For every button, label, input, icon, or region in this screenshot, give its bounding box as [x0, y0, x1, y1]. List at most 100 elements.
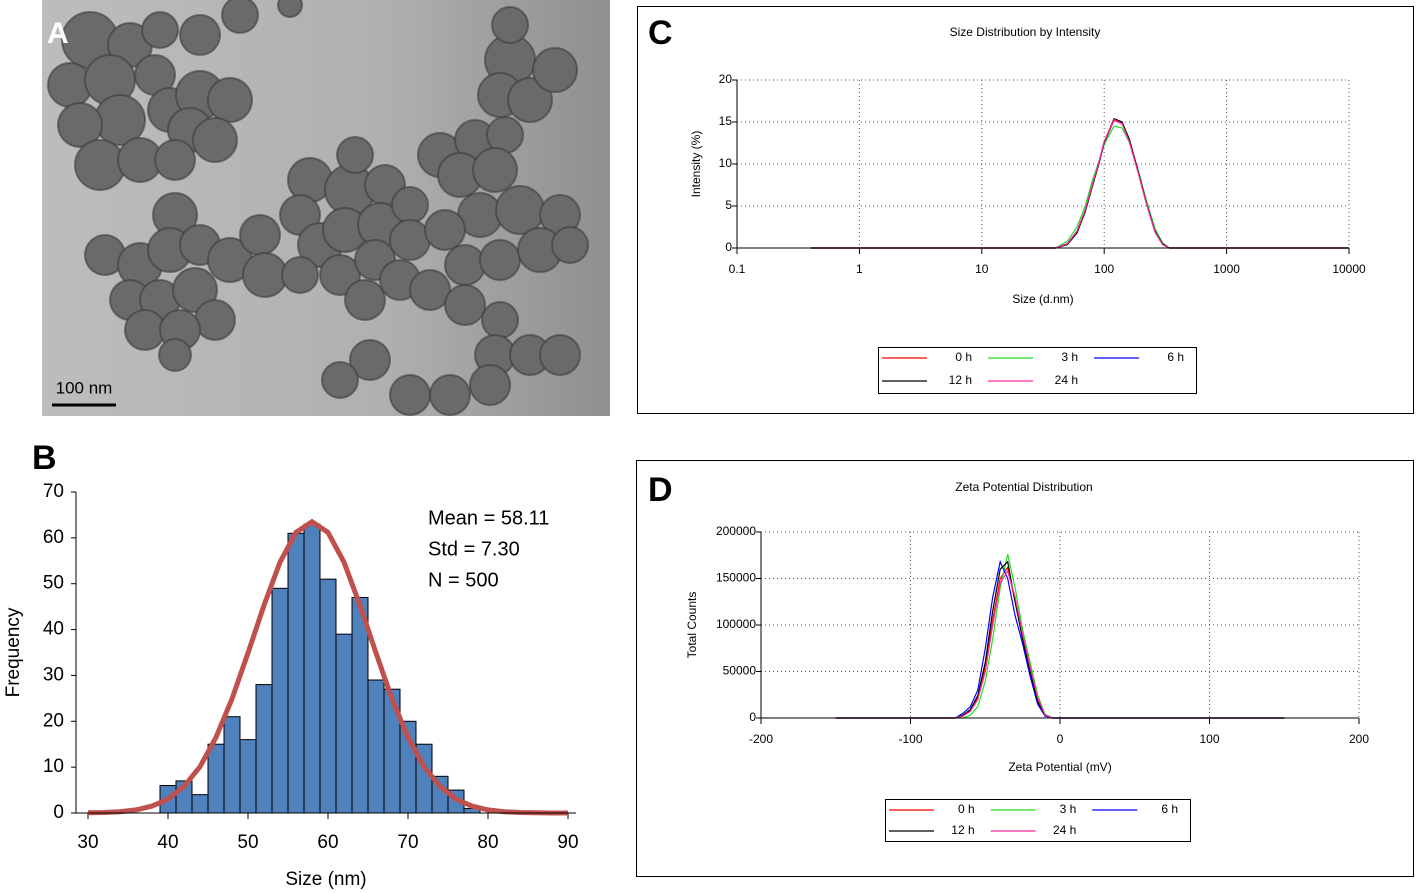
particle — [319, 254, 361, 296]
chart-title: Size Distribution by Intensity — [950, 25, 1101, 39]
particle — [239, 214, 281, 256]
legend-label: 3 h — [1061, 350, 1078, 364]
y-tick-label: 20 — [719, 72, 733, 86]
x-tick-label: 70 — [397, 832, 418, 853]
x-axis-label: Zeta Potential (mV) — [1008, 760, 1111, 774]
y-tick-label: 30 — [43, 664, 64, 685]
x-tick-label: 1 — [856, 262, 863, 276]
y-tick-label: 20 — [43, 710, 64, 731]
panel-frame — [637, 6, 1414, 414]
particle — [532, 47, 578, 93]
legend-label: 24 h — [1055, 373, 1078, 387]
particle — [158, 338, 192, 372]
bar — [367, 679, 385, 814]
y-axis-label: Total Counts — [685, 592, 699, 659]
y-tick-label: 50 — [43, 573, 64, 594]
particle — [57, 102, 103, 148]
x-tick-label: 1000 — [1213, 262, 1240, 276]
legend-label: 0 h — [955, 350, 972, 364]
bar — [239, 739, 257, 814]
x-tick-label: 0 — [1057, 732, 1064, 746]
y-tick-label: 40 — [43, 619, 64, 640]
particle — [391, 186, 429, 224]
x-tick-label: 90 — [557, 832, 578, 853]
particle — [141, 11, 179, 49]
x-tick-label: 60 — [317, 832, 338, 853]
series-line — [835, 560, 1285, 719]
bar — [335, 633, 353, 814]
particle — [551, 226, 589, 264]
legend-box — [878, 347, 1197, 394]
y-axis-label: Intensity (%) — [689, 131, 703, 198]
bar — [191, 794, 209, 814]
y-tick-label: 5 — [725, 198, 732, 212]
series-line — [835, 559, 1285, 719]
particle — [444, 284, 486, 326]
panel-label: C — [648, 14, 673, 52]
panel-label: D — [648, 471, 673, 509]
series-line — [810, 119, 1349, 249]
x-axis-label: Size (nm) — [285, 869, 366, 890]
particle — [336, 136, 374, 174]
x-tick-label: 80 — [477, 832, 498, 853]
bar — [255, 684, 273, 814]
series-line — [810, 118, 1349, 249]
y-tick-label: 100000 — [716, 617, 756, 631]
bar — [271, 587, 289, 814]
legend-label: 12 h — [949, 373, 972, 387]
particle — [539, 334, 581, 376]
particle — [192, 117, 238, 163]
bar — [287, 532, 305, 814]
particle — [389, 374, 431, 416]
particle — [74, 139, 126, 191]
particle — [221, 0, 259, 34]
y-tick-label: 0 — [53, 802, 64, 823]
x-tick-label: 200 — [1349, 732, 1369, 746]
y-tick-label: 15 — [719, 114, 733, 128]
scale-bar-label: 100 nm — [56, 378, 113, 397]
particle — [349, 339, 391, 381]
legend-label: 6 h — [1161, 802, 1178, 816]
y-tick-label: 0 — [749, 710, 756, 724]
chart-title: Zeta Potential Distribution — [955, 480, 1092, 494]
legend-box — [885, 799, 1191, 842]
particle — [207, 77, 253, 123]
tem-image — [42, 0, 610, 416]
panel-label: B — [32, 439, 57, 477]
particle — [194, 299, 236, 341]
panel-frame — [636, 460, 1414, 877]
y-tick-label: 10 — [43, 756, 64, 777]
y-tick-label: 10 — [719, 156, 733, 170]
x-tick-label: 0.1 — [729, 262, 746, 276]
particle — [179, 14, 221, 56]
annotation: Mean = 58.11 — [428, 507, 549, 529]
particle — [507, 77, 553, 123]
fit-curve — [87, 518, 568, 816]
particle — [424, 209, 466, 251]
bar — [319, 578, 337, 814]
bar — [207, 743, 225, 814]
x-tick-label: 10 — [975, 262, 989, 276]
y-tick-label: 50000 — [723, 664, 757, 678]
particle — [469, 364, 511, 406]
particle — [389, 219, 431, 261]
bar — [303, 523, 321, 814]
y-tick-label: 70 — [43, 481, 64, 502]
series-line — [835, 569, 1285, 719]
x-tick-label: 50 — [237, 832, 258, 853]
particle — [472, 147, 518, 193]
series-line — [810, 118, 1349, 249]
bar — [223, 716, 241, 814]
particle — [409, 269, 451, 311]
particle — [277, 0, 303, 18]
particle — [281, 256, 319, 294]
x-tick-label: 30 — [77, 832, 98, 853]
legend-label: 3 h — [1060, 802, 1077, 816]
annotation: Std = 7.30 — [428, 538, 520, 560]
series-line — [810, 117, 1349, 249]
particle — [429, 374, 471, 416]
particle — [479, 239, 521, 281]
particle — [444, 244, 486, 286]
